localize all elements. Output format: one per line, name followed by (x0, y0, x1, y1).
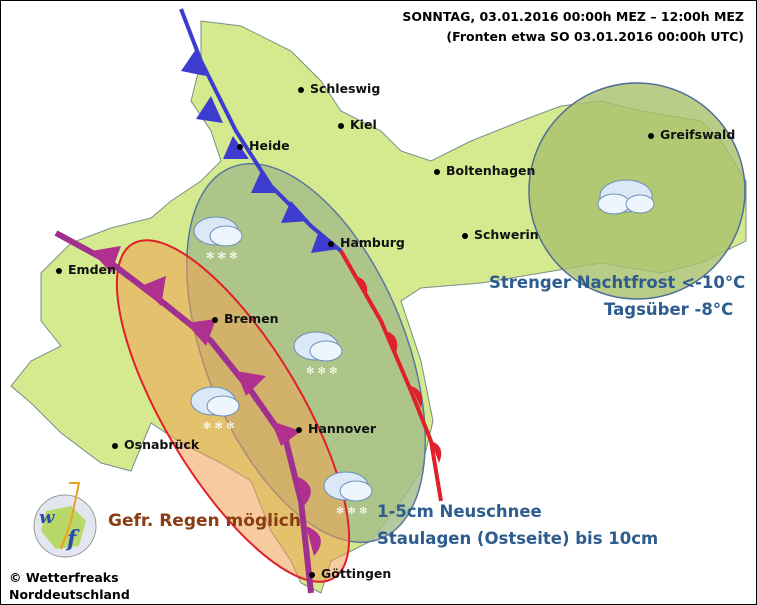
city-label: Hamburg (328, 235, 405, 250)
svg-text:✻ ✻ ✻: ✻ ✻ ✻ (206, 251, 238, 262)
copyright-line1: © Wetterfreaks (9, 570, 119, 585)
svg-text:✻ ✻ ✻: ✻ ✻ ✻ (203, 421, 235, 432)
snow-staulagen-note: Staulagen (Ostseite) bis 10cm (377, 529, 659, 548)
city-label: Osnabrück (112, 437, 199, 452)
frost-note: Strenger Nachtfrost <-10°C (489, 273, 746, 292)
occlusion-symbols (91, 246, 321, 556)
svg-text:✻ ✻ ✻: ✻ ✻ ✻ (336, 506, 368, 517)
city-label: Emden (56, 262, 116, 277)
city-label: Heide (237, 138, 290, 153)
city-label: Greifswald (648, 127, 735, 142)
svg-text:w: w (39, 507, 56, 528)
svg-text:f: f (65, 526, 80, 552)
header-line1: SONNTAG, 03.01.2016 00:00h MEZ – 12:00h … (402, 9, 744, 24)
city-label: Schwerin (462, 227, 539, 242)
copyright: © Wetterfreaks Norddeutschland (9, 569, 130, 603)
snow-cloud-icon: ✻ ✻ ✻ ✻ ✻ ✻ ✻ ✻ ✻ ✻ ✻ ✻ (190, 216, 373, 517)
city-label: Hannover (296, 421, 376, 436)
copyright-line2: Norddeutschland (9, 587, 130, 602)
warm-front (339, 250, 443, 502)
city-label: Kiel (338, 117, 377, 132)
svg-text:✻ ✻ ✻: ✻ ✻ ✻ (306, 366, 338, 377)
city-label: Göttingen (309, 566, 391, 581)
cold-front-triangles (181, 49, 339, 253)
freezing-rain-note: Gefr. Regen möglich (108, 511, 301, 531)
city-label: Schleswig (298, 81, 380, 96)
header-line2: (Fronten etwa SO 03.01.2016 00:00h UTC) (446, 29, 744, 44)
snow-note: 1-5cm Neuschnee (377, 502, 542, 521)
occlusion-front (54, 230, 314, 594)
city-label: Boltenhagen (434, 163, 535, 178)
cold-front (179, 8, 343, 253)
cloud-icon (597, 179, 655, 215)
wf-logo: w f (33, 482, 97, 558)
warm-front-bumps (356, 276, 442, 463)
city-label: Bremen (212, 311, 279, 326)
frost-day-note: Tagsüber -8°C (604, 300, 734, 319)
